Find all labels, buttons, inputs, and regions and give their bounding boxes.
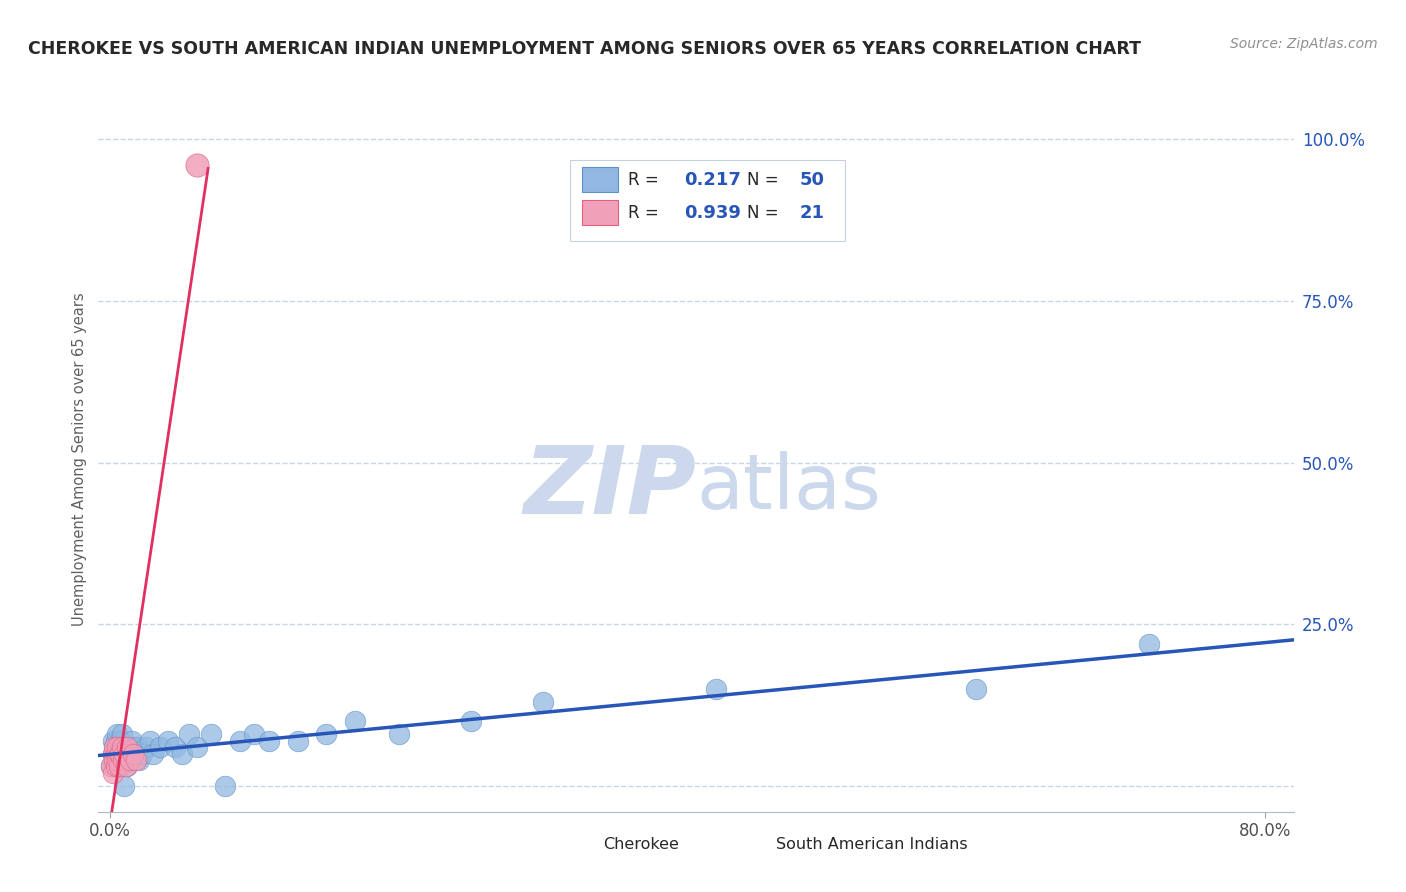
Point [186, 158, 208, 172]
Point [101, 766, 124, 780]
Point [104, 747, 127, 761]
FancyBboxPatch shape [558, 832, 595, 857]
Point [135, 740, 157, 755]
Point [460, 714, 482, 729]
Point [156, 733, 179, 747]
Point [243, 727, 266, 741]
Point [112, 740, 135, 755]
Point [142, 747, 165, 761]
Point [139, 733, 162, 747]
Point [103, 740, 125, 755]
Point [112, 779, 135, 793]
Point [704, 681, 727, 696]
Point [122, 747, 145, 761]
Text: ZIP: ZIP [523, 442, 696, 533]
Point [110, 727, 132, 741]
Point [100, 759, 122, 773]
Text: N =: N = [748, 203, 785, 222]
Point [110, 747, 132, 761]
Point [100, 759, 122, 773]
FancyBboxPatch shape [733, 832, 768, 857]
Point [101, 747, 124, 761]
Text: 0.939: 0.939 [685, 203, 741, 222]
Point [105, 740, 128, 755]
Text: R =: R = [628, 203, 664, 222]
Point [229, 733, 252, 747]
Point [103, 753, 125, 767]
Point [108, 733, 131, 747]
Point [125, 740, 148, 755]
Text: Source: ZipAtlas.com: Source: ZipAtlas.com [1230, 37, 1378, 52]
Point [108, 759, 131, 773]
Point [110, 740, 132, 755]
Point [121, 733, 143, 747]
Point [120, 753, 142, 767]
Point [531, 695, 554, 709]
Point [172, 747, 194, 761]
Point [200, 727, 222, 741]
Point [105, 727, 128, 741]
Point [103, 740, 125, 755]
Text: atlas: atlas [696, 450, 880, 524]
Point [149, 740, 172, 755]
Point [128, 753, 150, 767]
Point [1137, 637, 1160, 651]
Text: 50: 50 [800, 170, 825, 188]
Point [104, 733, 127, 747]
Point [107, 740, 129, 755]
Point [965, 681, 987, 696]
Point [117, 759, 139, 773]
Point [315, 727, 337, 741]
Point [115, 759, 138, 773]
Point [111, 753, 134, 767]
Y-axis label: Unemployment Among Seniors over 65 years: Unemployment Among Seniors over 65 years [72, 293, 87, 626]
Point [104, 759, 127, 773]
Point [107, 753, 129, 767]
Text: 0.217: 0.217 [685, 170, 741, 188]
Text: 21: 21 [800, 203, 825, 222]
Point [104, 759, 127, 773]
Point [111, 753, 134, 767]
Point [131, 747, 153, 761]
Point [186, 740, 208, 755]
Text: N =: N = [748, 170, 785, 188]
Point [108, 747, 131, 761]
Point [115, 747, 138, 761]
Point [118, 740, 141, 755]
FancyBboxPatch shape [571, 160, 845, 241]
Point [287, 733, 309, 747]
Text: R =: R = [628, 170, 664, 188]
Text: South American Indians: South American Indians [776, 838, 967, 853]
Point [214, 779, 236, 793]
Point [257, 733, 280, 747]
Point [112, 747, 135, 761]
Point [117, 740, 139, 755]
Point [101, 747, 124, 761]
Point [125, 753, 148, 767]
Point [179, 727, 201, 741]
Point [103, 753, 125, 767]
Point [344, 714, 367, 729]
Point [101, 733, 124, 747]
Point [107, 759, 129, 773]
Point [122, 747, 145, 761]
FancyBboxPatch shape [582, 167, 619, 193]
Text: Cherokee: Cherokee [603, 838, 679, 853]
Point [388, 727, 411, 741]
Point [163, 740, 186, 755]
Point [105, 747, 128, 761]
Point [120, 753, 142, 767]
Text: CHEROKEE VS SOUTH AMERICAN INDIAN UNEMPLOYMENT AMONG SENIORS OVER 65 YEARS CORRE: CHEROKEE VS SOUTH AMERICAN INDIAN UNEMPL… [28, 40, 1142, 58]
FancyBboxPatch shape [582, 200, 619, 226]
Point [105, 753, 128, 767]
Point [107, 747, 129, 761]
